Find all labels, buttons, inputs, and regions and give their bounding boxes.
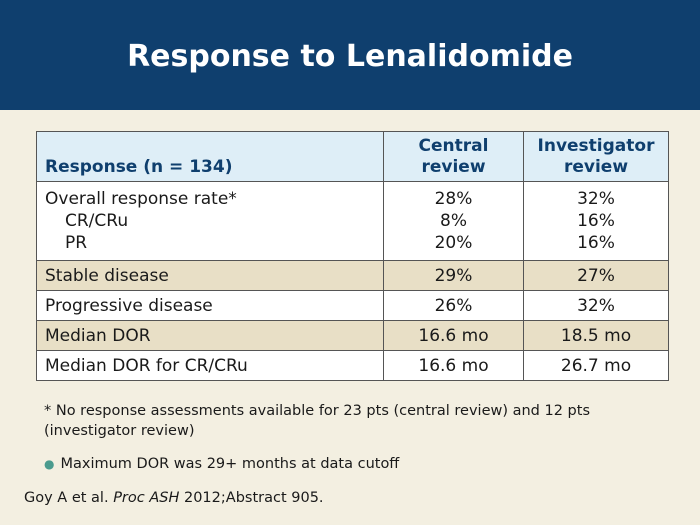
citation-authors: Goy A et al. (24, 490, 109, 506)
row-label: Median DOR for CR/CRu (36, 350, 384, 381)
overall-labels: Overall response rate* CR/CRu PR (36, 181, 384, 261)
row-central: 16.6 mo (383, 320, 524, 351)
response-table: Response (n = 134) Central review Invest… (36, 131, 669, 381)
crcru-central: 8% (440, 211, 467, 231)
crcru-label: CR/CRu (65, 211, 129, 231)
header-response: Response (n = 134) (36, 131, 384, 182)
pr-investigator: 16% (577, 233, 615, 253)
crcru-investigator: 16% (577, 211, 615, 231)
footnote: * No response assessments available for … (44, 403, 591, 439)
row-investigator: 32% (523, 290, 669, 321)
table-row-overall: Overall response rate* CR/CRu PR 28% 8% … (36, 181, 669, 261)
row-investigator: 27% (523, 260, 669, 291)
citation-journal: Proc ASH (113, 490, 180, 506)
header-investigator-review: Investigator review (523, 131, 669, 182)
pr-central: 20% (434, 233, 473, 253)
row-central: 26% (383, 290, 524, 321)
table-row-progressive: Progressive disease 26% 32% (36, 290, 669, 321)
table-row-median-dor: Median DOR 16.6 mo 18.5 mo (36, 320, 669, 351)
overall-central: 28% (434, 189, 473, 209)
header-central-review: Central review (383, 131, 524, 182)
bullet-item: ● Maximum DOR was 29+ months at data cuto… (44, 456, 399, 472)
row-investigator: 18.5 mo (523, 320, 669, 351)
row-central: 29% (383, 260, 524, 291)
table-header-row: Response (n = 134) Central review Invest… (36, 131, 669, 182)
bullet-text: Maximum DOR was 29+ months at data cutof… (60, 456, 400, 472)
slide-title: Response to Lenalidomide (127, 38, 573, 74)
pr-label: PR (65, 233, 88, 253)
row-label: Median DOR (36, 320, 384, 351)
table-row-median-dor-crcru: Median DOR for CR/CRu 16.6 mo 26.7 mo (36, 350, 669, 381)
bullet-dot-icon: ● (44, 457, 55, 471)
row-central: 16.6 mo (383, 350, 524, 381)
row-label: Stable disease (36, 260, 384, 291)
overall-label: Overall response rate* (45, 189, 237, 209)
overall-investigator-values: 32% 16% 16% (523, 181, 669, 261)
overall-investigator: 32% (577, 189, 615, 209)
row-label: Progressive disease (36, 290, 384, 321)
citation: Goy A et al. Proc ASH 2012;Abstract 905. (24, 490, 324, 506)
citation-rest: 2012;Abstract 905. (183, 490, 324, 506)
table-row-stable: Stable disease 29% 27% (36, 260, 669, 291)
title-bar: Response to Lenalidomide (0, 0, 700, 110)
row-investigator: 26.7 mo (523, 350, 669, 381)
overall-central-values: 28% 8% 20% (383, 181, 524, 261)
